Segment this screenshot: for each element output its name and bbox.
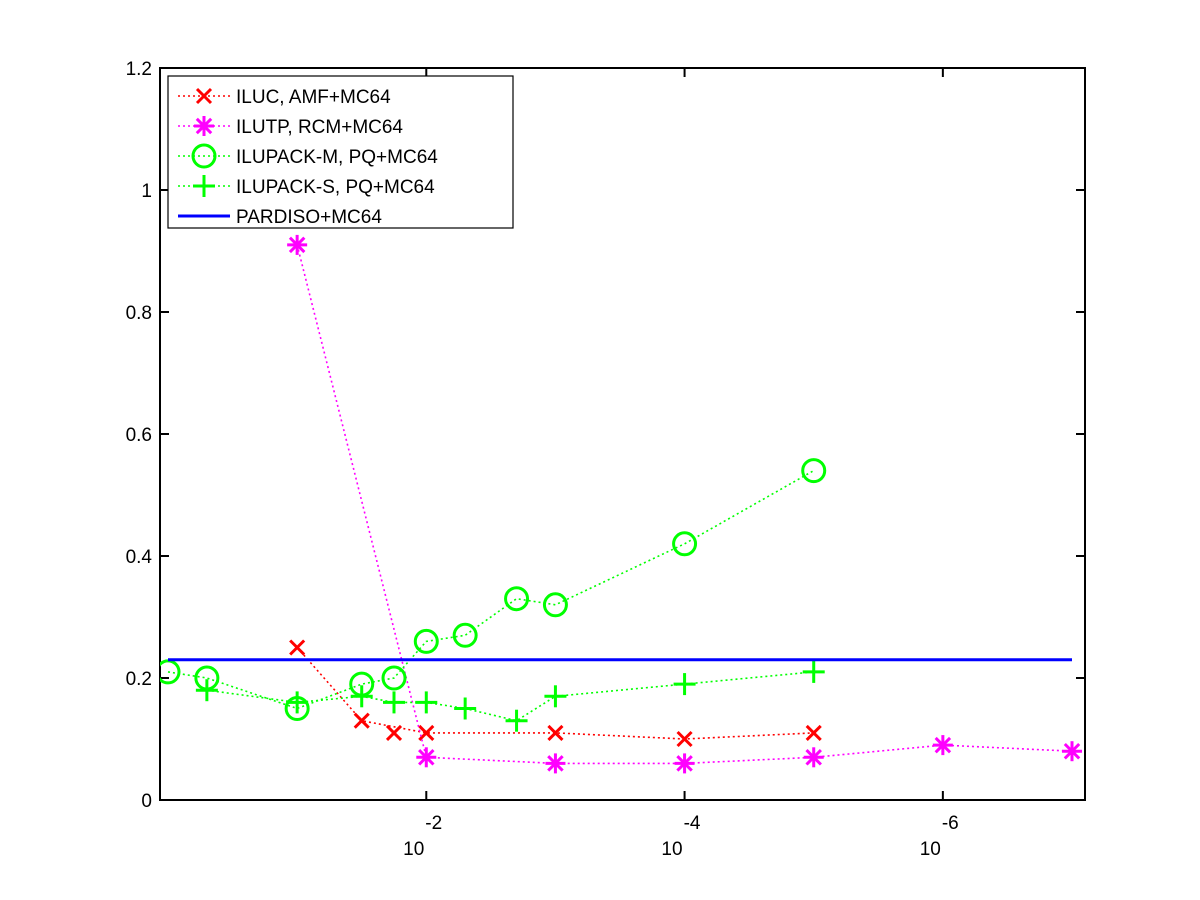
data-point bbox=[504, 586, 530, 612]
y-tick-label: 0.2 bbox=[126, 669, 152, 690]
data-point bbox=[505, 709, 528, 732]
series-0 bbox=[289, 639, 822, 748]
marker-stroke bbox=[418, 749, 435, 766]
legend-item: PARDISO+MC64 bbox=[178, 207, 382, 228]
y-tick-label: 1 bbox=[141, 181, 152, 202]
legend-label: ILUPACK-M, PQ+MC64 bbox=[236, 147, 438, 168]
legend-label: ILUTP, RCM+MC64 bbox=[236, 117, 403, 138]
data-point bbox=[544, 685, 567, 708]
legend: ILUC, AMF+MC64 ILUTP, RCM+MC64 ILUPACK-M, … bbox=[167, 75, 514, 229]
x-tick-label-exponent: -2 bbox=[425, 813, 442, 834]
data-point bbox=[452, 622, 478, 648]
y-tick-label: 0.6 bbox=[126, 425, 152, 446]
y-tick-label: 0 bbox=[141, 791, 152, 812]
legend-item: ILUPACK-M, PQ+MC64 bbox=[178, 143, 438, 169]
legend-marker bbox=[194, 116, 214, 136]
marker-stroke bbox=[676, 755, 693, 772]
data-point bbox=[381, 665, 407, 691]
y-tick-label: 1.2 bbox=[126, 59, 152, 80]
data-point bbox=[545, 753, 566, 774]
data-point bbox=[1062, 741, 1082, 762]
data-point bbox=[289, 639, 306, 656]
series-3 bbox=[195, 660, 825, 732]
series-line bbox=[167, 469, 815, 710]
marker-stroke bbox=[288, 236, 306, 254]
y-tick-label: 0.4 bbox=[126, 547, 153, 568]
marker-stroke bbox=[805, 724, 822, 741]
series-line bbox=[296, 646, 814, 740]
data-point bbox=[803, 747, 824, 768]
marker-stroke bbox=[676, 730, 693, 748]
legend-item: ILUPACK-S, PQ+MC64 bbox=[178, 175, 435, 198]
data-point bbox=[801, 458, 827, 484]
series-line bbox=[206, 671, 814, 722]
data-point bbox=[673, 673, 696, 696]
marker-stroke bbox=[805, 749, 822, 766]
data-point bbox=[674, 753, 695, 774]
data-point bbox=[195, 679, 218, 702]
data-point bbox=[415, 691, 438, 714]
legend-box bbox=[167, 75, 514, 229]
marker-stroke bbox=[418, 724, 435, 741]
marker-stroke bbox=[353, 712, 370, 729]
data-point bbox=[287, 234, 308, 255]
marker-stroke bbox=[547, 724, 564, 741]
series-1 bbox=[287, 234, 1082, 774]
x-tick-label-exponent: -6 bbox=[942, 813, 959, 834]
y-tick-label: 0.8 bbox=[126, 303, 152, 324]
legend-marker bbox=[193, 175, 215, 197]
legend-marker bbox=[195, 87, 213, 105]
legend-label: ILUPACK-S, PQ+MC64 bbox=[236, 177, 435, 198]
data-point bbox=[672, 531, 698, 557]
legend-label: PARDISO+MC64 bbox=[236, 207, 382, 228]
data-point bbox=[286, 691, 309, 714]
data-point bbox=[676, 730, 693, 748]
marker-stroke bbox=[289, 639, 306, 656]
data-point bbox=[416, 747, 437, 768]
marker-stroke bbox=[547, 755, 564, 772]
marker-stroke bbox=[195, 87, 213, 105]
data-point bbox=[413, 628, 439, 654]
data-point bbox=[542, 592, 568, 618]
x-tick-label-base: 10 bbox=[920, 839, 941, 860]
data-point bbox=[805, 724, 822, 741]
x-tick-label-base: 10 bbox=[661, 839, 682, 860]
x-tick-label-exponent: -4 bbox=[684, 813, 701, 834]
data-point bbox=[383, 691, 406, 714]
data-point bbox=[932, 735, 953, 756]
data-point bbox=[547, 724, 564, 741]
data-point bbox=[418, 724, 435, 741]
marker-stroke bbox=[195, 117, 213, 135]
data-point bbox=[353, 712, 370, 729]
data-point bbox=[802, 660, 825, 683]
marker-stroke bbox=[385, 724, 403, 741]
series-2 bbox=[160, 458, 827, 721]
data-point bbox=[350, 685, 373, 708]
marker-stroke bbox=[1063, 742, 1081, 760]
legend-marker bbox=[191, 143, 217, 169]
data-point bbox=[385, 724, 403, 741]
legend-item: ILUC, AMF+MC64 bbox=[178, 87, 391, 108]
x-tick-label-base: 10 bbox=[403, 839, 424, 860]
marker-stroke bbox=[934, 736, 952, 754]
legend-item: ILUTP, RCM+MC64 bbox=[178, 116, 403, 138]
data-point bbox=[454, 697, 477, 720]
legend-label: ILUC, AMF+MC64 bbox=[236, 87, 391, 108]
